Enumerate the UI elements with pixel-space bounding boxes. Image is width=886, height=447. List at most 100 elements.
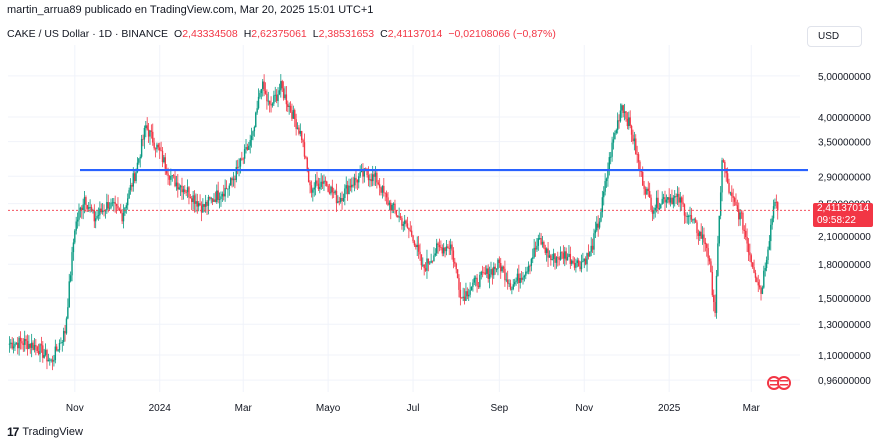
candle-body — [512, 284, 514, 290]
candle-body — [36, 346, 38, 352]
candle-body — [572, 260, 574, 264]
y-tick-label: 1,80000000 — [818, 260, 871, 271]
candle-body — [392, 203, 395, 205]
candle-body — [146, 125, 148, 130]
candle-body — [184, 189, 186, 192]
candle-body — [444, 247, 446, 252]
candle-body — [770, 224, 772, 242]
candle-body — [33, 345, 36, 350]
candle-body — [175, 182, 178, 187]
candle-body — [132, 173, 134, 187]
candle-body — [221, 193, 224, 197]
candle-body — [534, 247, 537, 250]
candle-body — [423, 264, 425, 269]
candle-body — [189, 197, 192, 199]
candle-body — [622, 105, 624, 114]
candle-body — [674, 196, 676, 198]
candle-body — [118, 208, 121, 211]
candle-body — [86, 205, 89, 209]
candle-body — [604, 181, 606, 192]
symbol-label[interactable]: CAKE / US Dollar · 1D · BINANCE — [7, 28, 169, 40]
candles — [8, 74, 779, 371]
candle-body — [270, 104, 272, 106]
candle-body — [362, 170, 364, 177]
candle-body — [153, 142, 155, 149]
candle-body — [753, 267, 755, 273]
candle-body — [743, 229, 746, 231]
candle-body — [53, 360, 55, 362]
candle-body — [29, 343, 31, 348]
candle-body — [764, 268, 766, 271]
candle-body — [483, 272, 485, 274]
candle-body — [740, 212, 743, 214]
candle-body — [245, 147, 247, 150]
candle-body — [211, 198, 214, 202]
candle-body — [409, 229, 411, 231]
candle-body — [771, 218, 773, 225]
candle-body — [436, 243, 438, 254]
y-tick-label: 0,96000000 — [818, 376, 871, 387]
candle-body — [686, 216, 688, 217]
candle-body — [729, 192, 732, 194]
currency-button[interactable]: USD — [807, 26, 862, 47]
candle-body — [416, 244, 418, 247]
candle-body — [711, 271, 714, 296]
candle-body — [218, 198, 221, 200]
candle-body — [294, 110, 296, 120]
candle-body — [473, 277, 475, 283]
candle-body — [363, 168, 366, 177]
candle-body — [319, 186, 321, 189]
candle-body — [191, 198, 193, 203]
candle-body — [147, 129, 150, 137]
candle-body — [385, 193, 388, 198]
y-tick-label: 1,50000000 — [818, 294, 871, 305]
candle-body — [667, 197, 669, 200]
candle-body — [56, 346, 58, 351]
candle-body — [707, 248, 709, 259]
candle-body — [338, 201, 340, 203]
candle-body — [589, 251, 591, 257]
candle-body — [313, 187, 315, 190]
candle-body — [463, 296, 466, 301]
candle-body — [650, 197, 652, 210]
candle-body — [451, 244, 453, 251]
candle-body — [722, 160, 725, 162]
candle-body — [687, 216, 690, 217]
candle-body — [165, 168, 168, 174]
candle-body — [271, 103, 274, 106]
candle-body — [657, 197, 659, 210]
candle-body — [605, 178, 608, 182]
tradingview-logo[interactable]: 17 TradingView — [7, 425, 83, 439]
candle-body — [758, 285, 761, 288]
y-tick-label: 1,30000000 — [818, 320, 871, 331]
candle-body — [185, 191, 187, 193]
candle-body — [718, 215, 720, 244]
close-key: C — [380, 28, 388, 40]
candle-body — [323, 180, 325, 184]
candle-body — [565, 251, 567, 261]
candle-body — [422, 264, 424, 266]
candle-body — [224, 187, 226, 197]
x-tick-label: Nov — [66, 403, 84, 414]
candle-body — [75, 221, 77, 231]
candle-body — [504, 268, 506, 281]
candle-body — [470, 286, 473, 291]
candle-body — [591, 245, 594, 250]
candle-body — [79, 207, 82, 211]
candle-body — [726, 173, 729, 183]
candle-body — [433, 255, 435, 262]
candle-body — [580, 261, 583, 270]
candle-body — [50, 359, 52, 361]
candle-body — [192, 195, 194, 203]
candle-body — [178, 187, 180, 190]
candle-body — [64, 330, 66, 334]
candle-body — [767, 249, 769, 261]
candle-body — [395, 210, 398, 216]
us-flag-icon[interactable] — [767, 375, 793, 391]
candle-body — [248, 145, 250, 150]
candle-body — [203, 204, 205, 207]
candle-body — [108, 207, 111, 209]
candle-body — [533, 247, 535, 258]
candle-body — [609, 156, 612, 158]
